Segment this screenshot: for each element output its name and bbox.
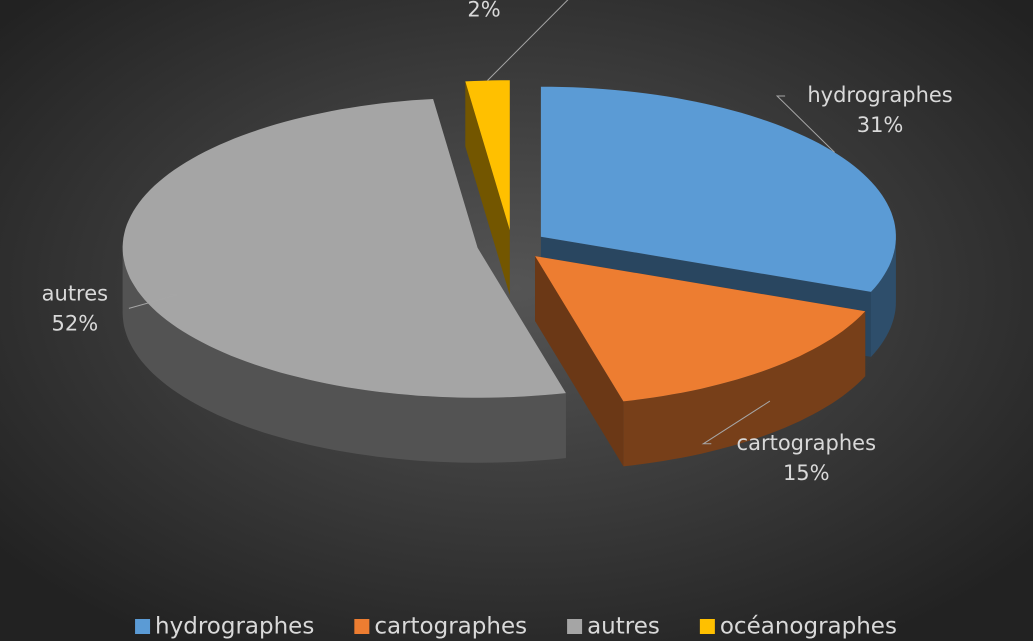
data-label-name: cartographes: [737, 431, 876, 455]
slice: [122, 99, 566, 398]
slice-wall: [871, 236, 896, 357]
data-label: 2%: [467, 0, 500, 22]
legend-label: cartographes: [374, 614, 527, 640]
slice: [535, 256, 866, 402]
leader-line: [775, 95, 835, 153]
legend-label: hydrographes: [155, 614, 314, 640]
legend-swatch: [567, 619, 583, 634]
legend-swatch: [354, 619, 370, 634]
leader-line: [128, 294, 179, 309]
slice-wall: [623, 311, 866, 467]
slice: [540, 86, 896, 292]
legend-label: autres: [587, 614, 660, 640]
slice-wall: [122, 247, 566, 463]
leader-line: [701, 400, 771, 445]
legend-swatch: [699, 619, 715, 634]
slice-side: [535, 256, 624, 467]
slice-side: [465, 81, 510, 296]
legend-label: océanographes: [720, 614, 897, 640]
data-label: 31%: [857, 113, 904, 137]
slice: [465, 80, 510, 231]
data-label: 15%: [783, 461, 830, 485]
leader-line: [487, 0, 569, 81]
data-label-name: hydrographes: [807, 83, 952, 107]
legend-swatch: [135, 619, 151, 634]
data-label: 52%: [52, 312, 99, 336]
data-label-name: autres: [42, 282, 108, 306]
